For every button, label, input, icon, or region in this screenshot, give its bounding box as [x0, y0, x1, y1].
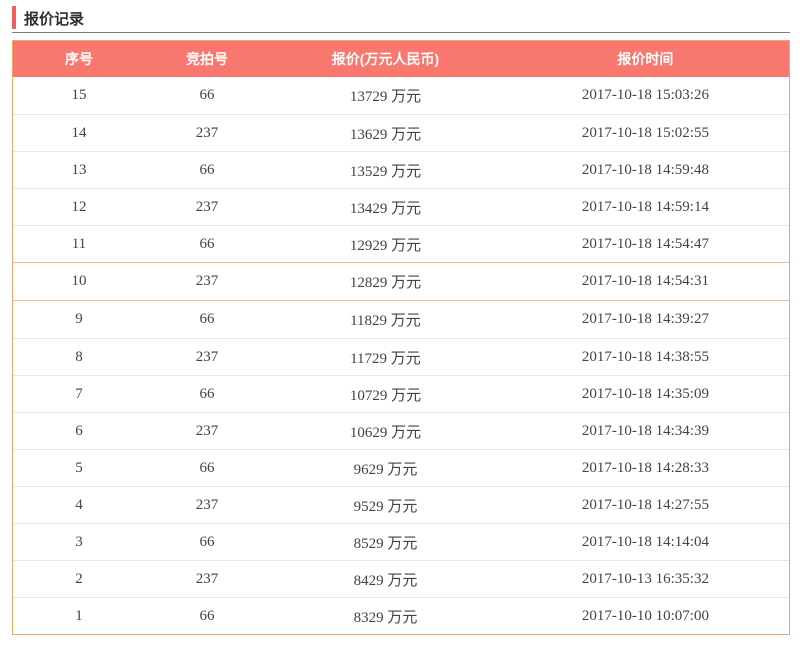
- cell-time: 2017-10-10 10:07:00: [581, 607, 709, 624]
- table-row: 13 66 13529 万元 2017-10-18 14:59:48: [13, 151, 789, 188]
- cell-seq: 8: [75, 348, 83, 365]
- cell-price: 8429 万元: [353, 572, 418, 589]
- table-row: 9 66 11829 万元 2017-10-18 14:39:27: [13, 301, 789, 338]
- cell-bid: 237: [195, 348, 219, 365]
- cell-seq: 7: [75, 385, 83, 402]
- cell-bid: 237: [195, 198, 219, 215]
- table-row: 6 237 10629 万元 2017-10-18 14:34:39: [13, 412, 789, 449]
- cell-seq: 2: [75, 570, 83, 587]
- cell-price: 13429 万元: [349, 200, 422, 217]
- table-row: 11 66 12929 万元 2017-10-18 14:54:47: [13, 225, 789, 262]
- cell-bid: 66: [199, 385, 215, 402]
- cell-seq: 12: [71, 198, 87, 215]
- cell-seq: 5: [75, 459, 83, 476]
- cell-price: 9529 万元: [353, 498, 418, 515]
- cell-time: 2017-10-18 14:35:09: [581, 385, 709, 402]
- column-header-time: 报价时间: [617, 51, 674, 67]
- cell-seq: 4: [75, 496, 83, 513]
- table-row: 2 237 8429 万元 2017-10-13 16:35:32: [13, 560, 789, 597]
- cell-bid: 66: [199, 533, 215, 550]
- cell-bid: 237: [195, 496, 219, 513]
- cell-price: 11829 万元: [350, 313, 421, 329]
- cell-time: 2017-10-18 14:27:55: [581, 496, 709, 513]
- title-accent-bar: [12, 6, 16, 29]
- cell-bid: 66: [199, 459, 215, 476]
- cell-bid: 237: [195, 124, 219, 141]
- cell-bid: 237: [195, 570, 219, 587]
- cell-time: 2017-10-13 16:35:32: [581, 570, 709, 587]
- column-header-bid: 竞拍号: [185, 51, 228, 67]
- cell-seq: 10: [71, 273, 87, 289]
- cell-price: 13629 万元: [349, 126, 422, 143]
- cell-price: 9629 万元: [353, 461, 418, 478]
- column-header-price: 报价(万元人民币): [331, 51, 440, 67]
- table-row: 10 237 12829 万元 2017-10-18 14:54:31: [13, 263, 789, 300]
- cell-price: 10629 万元: [349, 424, 422, 441]
- table-section: 15 66 13729 万元 2017-10-18 15:03:26 14 237 1362…: [13, 77, 789, 262]
- cell-bid: 237: [195, 422, 219, 439]
- cell-seq: 13: [71, 161, 87, 178]
- cell-time: 2017-10-18 14:38:55: [581, 348, 709, 365]
- table-body: 15 66 13729 万元 2017-10-18 15:03:26 14 237 1362…: [13, 77, 789, 634]
- cell-bid: 66: [199, 161, 215, 178]
- table-row: 1 66 8329 万元 2017-10-10 10:07:00: [13, 597, 789, 634]
- cell-time: 2017-10-18 14:59:48: [581, 161, 709, 178]
- cell-seq: 9: [75, 311, 83, 327]
- cell-bid: 237: [195, 273, 219, 289]
- cell-price: 12829 万元: [349, 275, 422, 291]
- table-row: 8 237 11729 万元 2017-10-18 14:38:55: [13, 338, 789, 375]
- cell-time: 2017-10-18 14:54:31: [581, 273, 709, 289]
- table-section: 10 237 12829 万元 2017-10-18 14:54:31: [13, 262, 789, 300]
- cell-bid: 66: [199, 235, 215, 252]
- cell-seq: 15: [71, 87, 87, 103]
- page-title-bar: 报价记录: [12, 5, 790, 33]
- table-row: 5 66 9629 万元 2017-10-18 14:28:33: [13, 449, 789, 486]
- cell-seq: 11: [71, 235, 87, 252]
- cell-price: 8529 万元: [353, 535, 418, 552]
- cell-time: 2017-10-18 14:54:47: [581, 235, 709, 252]
- quotation-record-table: 序号 竞拍号 报价(万元人民币) 报价时间 15 66 13729 万元 2017-10-1…: [12, 40, 790, 635]
- cell-seq: 3: [75, 533, 83, 550]
- cell-time: 2017-10-18 14:59:14: [581, 198, 709, 215]
- column-header-seq: 序号: [64, 51, 93, 67]
- cell-price: 8329 万元: [353, 609, 418, 626]
- cell-price: 13529 万元: [349, 163, 422, 180]
- cell-price: 13729 万元: [349, 89, 422, 105]
- cell-bid: 66: [199, 607, 215, 624]
- cell-time: 2017-10-18 14:14:04: [581, 533, 709, 550]
- table-row: 14 237 13629 万元 2017-10-18 15:02:55: [13, 114, 789, 151]
- cell-time: 2017-10-18 14:34:39: [581, 422, 709, 439]
- cell-bid: 66: [199, 87, 215, 103]
- cell-price: 11729 万元: [350, 350, 421, 367]
- table-header-row: 序号 竞拍号 报价(万元人民币) 报价时间: [13, 41, 789, 77]
- cell-seq: 1: [75, 607, 83, 624]
- cell-time: 2017-10-18 15:03:26: [581, 87, 709, 103]
- cell-time: 2017-10-18 14:28:33: [581, 459, 709, 476]
- cell-time: 2017-10-18 15:02:55: [581, 124, 709, 141]
- cell-seq: 14: [71, 124, 87, 141]
- cell-price: 10729 万元: [349, 387, 422, 404]
- table-row: 12 237 13429 万元 2017-10-18 14:59:14: [13, 188, 789, 225]
- table-row: 15 66 13729 万元 2017-10-18 15:03:26: [13, 77, 789, 114]
- cell-bid: 66: [199, 311, 215, 327]
- table-row: 4 237 9529 万元 2017-10-18 14:27:55: [13, 486, 789, 523]
- table-section: 9 66 11829 万元 2017-10-18 14:39:27 8 237 11729 …: [13, 300, 789, 634]
- table-row: 7 66 10729 万元 2017-10-18 14:35:09: [13, 375, 789, 412]
- page-title: 报价记录: [24, 11, 85, 28]
- table-row: 3 66 8529 万元 2017-10-18 14:14:04: [13, 523, 789, 560]
- cell-price: 12929 万元: [349, 237, 422, 254]
- cell-time: 2017-10-18 14:39:27: [581, 311, 709, 327]
- cell-seq: 6: [75, 422, 83, 439]
